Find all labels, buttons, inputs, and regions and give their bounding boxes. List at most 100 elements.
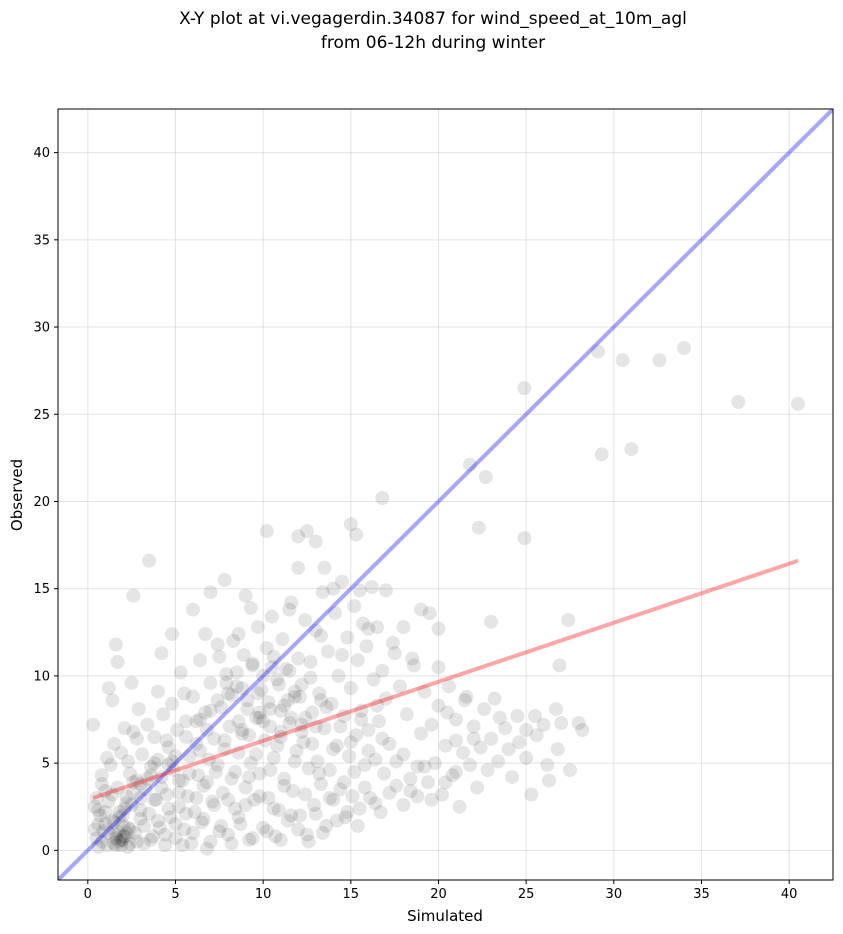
data-point [203, 834, 218, 849]
data-point [466, 731, 481, 746]
data-point [287, 684, 302, 699]
data-point [440, 705, 455, 720]
data-point [349, 728, 364, 743]
data-point [282, 716, 297, 730]
data-point [236, 648, 251, 662]
data-point [103, 757, 118, 772]
data-point [403, 784, 418, 798]
data-point [156, 707, 171, 722]
data-point [161, 740, 176, 755]
data-point [364, 580, 379, 594]
data-point [179, 714, 193, 729]
data-point [331, 668, 346, 683]
data-point [370, 620, 385, 635]
data-point [115, 832, 130, 847]
data-point [147, 792, 162, 807]
data-point [264, 609, 279, 624]
data-point [89, 831, 104, 846]
data-point [180, 789, 195, 804]
data-point [240, 693, 255, 708]
data-point [228, 764, 243, 779]
data-point [340, 630, 355, 645]
data-point [266, 649, 281, 664]
data-point [252, 766, 267, 781]
data-point [277, 698, 292, 713]
data-point [277, 778, 292, 793]
data-point [301, 834, 316, 849]
data-point [119, 825, 134, 840]
data-point [361, 621, 376, 636]
data-point [389, 754, 404, 769]
x-tick-label: 20 [430, 887, 447, 902]
data-point [186, 689, 200, 704]
data-point [140, 771, 155, 786]
data-point [161, 757, 176, 772]
data-point [129, 773, 144, 788]
data-point [150, 684, 165, 699]
data-point [280, 813, 295, 828]
data-point [326, 581, 341, 596]
y-tick-label: 30 [33, 321, 50, 336]
data-point [517, 381, 532, 396]
y-axis-label: Observed [8, 459, 26, 531]
data-point [250, 620, 265, 635]
data-point [422, 606, 437, 621]
data-point [131, 702, 146, 717]
data-point [519, 750, 534, 765]
data-point [117, 721, 132, 736]
data-point [126, 724, 141, 739]
data-point [403, 771, 418, 786]
data-point [108, 831, 123, 846]
data-point [315, 825, 330, 840]
data-point [396, 747, 411, 762]
data-point [314, 693, 328, 708]
x-tick-label: 35 [693, 887, 710, 902]
data-point [205, 794, 220, 809]
data-point [117, 829, 132, 844]
x-tick-label: 40 [781, 887, 798, 902]
data-point [517, 531, 532, 546]
data-point [371, 714, 386, 729]
data-point [491, 754, 506, 769]
data-point [124, 798, 139, 812]
x-tick-label: 5 [171, 887, 179, 902]
data-point [550, 742, 565, 757]
data-point [94, 834, 109, 849]
data-point [224, 836, 239, 851]
data-point [101, 825, 116, 840]
data-point [208, 764, 223, 779]
data-point [343, 681, 358, 696]
data-point [122, 766, 137, 781]
data-point [308, 806, 323, 821]
data-point [542, 773, 556, 788]
data-point [273, 832, 288, 847]
data-point [312, 766, 327, 781]
data-point [215, 785, 230, 800]
data-point [484, 731, 499, 746]
data-point [229, 679, 244, 694]
data-point [228, 801, 243, 816]
data-point [431, 660, 446, 675]
data-point [375, 491, 390, 505]
data-point [238, 798, 253, 812]
data-point [161, 801, 176, 816]
data-point [435, 787, 449, 802]
data-point [561, 613, 576, 628]
data-point [114, 745, 129, 760]
data-point [296, 735, 311, 750]
data-point [594, 447, 609, 462]
data-point [182, 766, 197, 781]
data-point [256, 668, 271, 683]
data-point [189, 736, 204, 751]
y-tick-label: 10 [33, 669, 50, 684]
data-point [259, 641, 274, 655]
data-point [317, 721, 332, 736]
y-tick-label: 20 [33, 495, 50, 510]
data-point [259, 824, 274, 839]
data-point [366, 672, 381, 687]
y-tick-label: 25 [33, 408, 50, 423]
data-point [245, 831, 260, 846]
data-point [126, 588, 141, 603]
data-point [150, 813, 165, 828]
data-point [294, 717, 309, 732]
